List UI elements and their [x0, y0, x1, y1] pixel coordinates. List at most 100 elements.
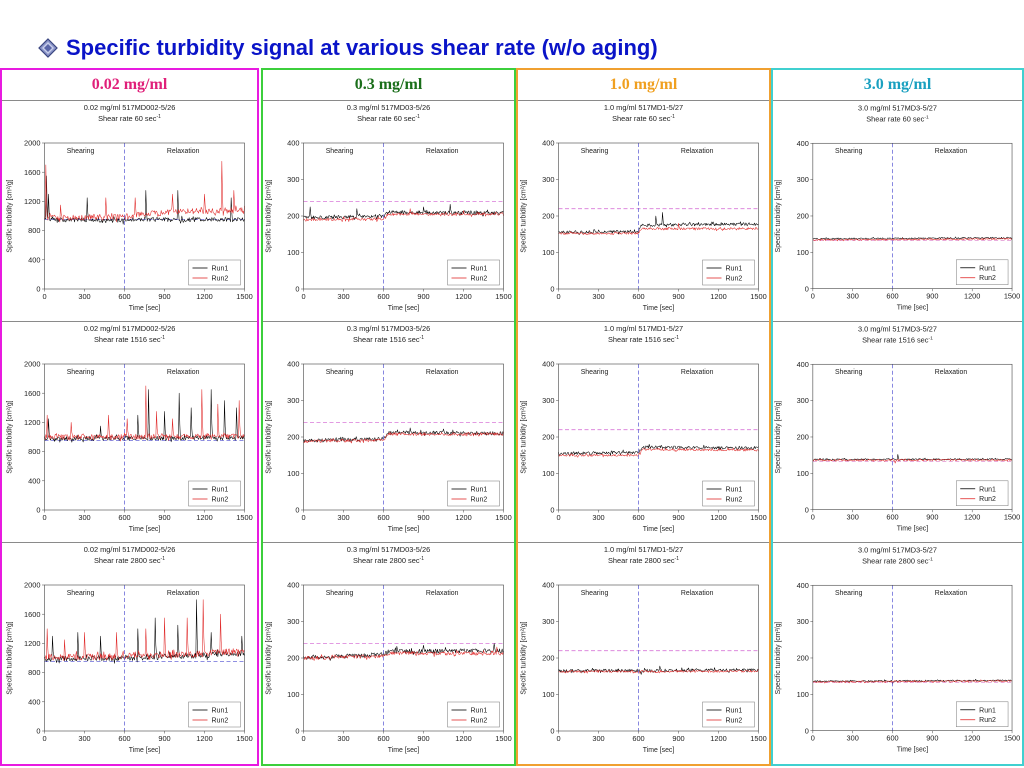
- x-tick-label: 0: [301, 734, 305, 743]
- shear-rate-exponent: -1: [928, 556, 933, 562]
- series-line-run1: [558, 665, 759, 675]
- legend-label-run1: Run1: [212, 708, 229, 715]
- phase-label-relaxation: Relaxation: [681, 590, 714, 597]
- x-tick-label: 600: [377, 292, 389, 301]
- x-tick-label: 0: [42, 734, 46, 743]
- legend-label-run1: Run1: [726, 487, 743, 494]
- chart-title-line1: 0.02 mg/ml 517MD002-5/26: [84, 545, 176, 554]
- chart-title-line1: 1.0 mg/ml 517MD1-5/27: [604, 545, 683, 554]
- y-tick-label: 0: [805, 505, 809, 514]
- column-header: 1.0 mg/ml: [609, 76, 678, 93]
- x-tick-label: 300: [337, 513, 349, 522]
- y-tick-label: 100: [542, 690, 554, 699]
- y-tick-label: 200: [542, 654, 554, 663]
- legend-box: [702, 701, 755, 728]
- phase-label-relaxation: Relaxation: [681, 148, 714, 155]
- x-axis-label: Time [sec]: [388, 526, 420, 533]
- x-axis-label: Time [sec]: [129, 526, 161, 533]
- legend-label-run2: Run2: [726, 497, 743, 504]
- series-line-run1: [303, 204, 504, 221]
- legend-label-run2: Run2: [979, 496, 996, 503]
- x-tick-label: 0: [301, 513, 305, 522]
- y-tick-label: 200: [542, 433, 554, 442]
- shear-rate-text: Shear rate 60 sec: [357, 114, 416, 123]
- phase-label-shearing: Shearing: [581, 148, 609, 155]
- y-tick-label: 400: [542, 139, 554, 148]
- x-tick-label: 1500: [236, 513, 252, 522]
- chart-title-line2: Shear rate 60 sec-1: [98, 114, 161, 123]
- x-tick-label: 1200: [455, 513, 471, 522]
- y-tick-label: 400: [28, 255, 40, 264]
- x-tick-label: 600: [632, 513, 644, 522]
- legend-box: [188, 701, 241, 728]
- x-tick-label: 900: [158, 292, 170, 301]
- x-axis-label: Time [sec]: [643, 747, 675, 754]
- chart-panel: 0.3 mg/ml 517MD03-5/26 Shear rate 2800 se…: [263, 542, 514, 763]
- x-tick-label: 900: [417, 292, 429, 301]
- legend-box: [447, 480, 500, 507]
- phase-label-shearing: Shearing: [67, 590, 95, 597]
- series-line-run1: [558, 444, 759, 456]
- chart-title-line2: Shear rate 2800 sec-1: [353, 556, 424, 565]
- shear-rate-exponent: -1: [675, 556, 680, 562]
- shear-rate-exponent: -1: [675, 335, 680, 341]
- x-tick-label: 0: [811, 513, 815, 522]
- chart-panel: 3.0 mg/ml 517MD3-5/27 Shear rate 1516 sec…: [773, 321, 1022, 542]
- y-tick-label: 1600: [24, 389, 40, 398]
- y-axis-label: Specific turbidity [cm²/g]: [521, 179, 528, 252]
- chart-panel: 0.02 mg/ml 517MD002-5/26 Shear rate 2800 …: [2, 542, 257, 763]
- legend-box: [702, 480, 755, 507]
- column-header: 3.0 mg/ml: [863, 76, 932, 93]
- legend-box: [702, 259, 755, 286]
- shear-rate-exponent: -1: [156, 114, 161, 120]
- shear-rate-exponent: -1: [924, 114, 929, 120]
- shear-rate-exponent: -1: [928, 335, 933, 341]
- chart-title-line2: Shear rate 1516 sec-1: [94, 335, 165, 344]
- chart-panel: 1.0 mg/ml 517MD1-5/27 Shear rate 2800 sec…: [518, 542, 769, 763]
- y-tick-label: 100: [287, 469, 299, 478]
- y-tick-label: 1600: [24, 168, 40, 177]
- shear-rate-exponent: -1: [161, 556, 166, 562]
- x-tick-label: 1200: [710, 513, 726, 522]
- x-tick-label: 600: [118, 513, 130, 522]
- column-header: 0.02 mg/ml: [91, 76, 168, 93]
- phase-label-relaxation: Relaxation: [426, 148, 459, 155]
- y-tick-label: 200: [287, 212, 299, 221]
- legend-label-run2: Run2: [979, 717, 996, 724]
- y-tick-label: 100: [287, 690, 299, 699]
- y-tick-label: 200: [797, 433, 809, 442]
- x-tick-label: 900: [926, 513, 938, 522]
- turbidity-chart: 0.02 mg/ml 517MD002-5/26 Shear rate 60 se…: [7, 103, 253, 312]
- legend-label-run2: Run2: [471, 718, 488, 725]
- y-tick-label: 200: [797, 654, 809, 663]
- x-tick-label: 1200: [964, 734, 980, 743]
- series-line-run2: [558, 447, 759, 458]
- y-axis-label: Specific turbidity [cm²/g]: [775, 400, 782, 473]
- y-tick-label: 300: [287, 175, 299, 184]
- y-tick-label: 400: [542, 360, 554, 369]
- shear-rate-text: Shear rate 60 sec: [612, 114, 671, 123]
- legend-box: [956, 259, 1009, 285]
- turbidity-chart: 1.0 mg/ml 517MD1-5/27 Shear rate 1516 sec…: [521, 324, 767, 533]
- chart-panel: 1.0 mg/ml 517MD1-5/27 Shear rate 60 sec-1…: [518, 100, 769, 321]
- series-line-run1: [812, 236, 1013, 240]
- y-tick-label: 300: [542, 396, 554, 405]
- y-tick-label: 100: [797, 469, 809, 478]
- turbidity-chart: 0.3 mg/ml 517MD03-5/26 Shear rate 60 sec-…: [266, 103, 512, 312]
- phase-label-relaxation: Relaxation: [935, 148, 968, 155]
- phase-label-shearing: Shearing: [67, 148, 95, 155]
- x-tick-label: 300: [592, 292, 604, 301]
- y-axis-label: Specific turbidity [cm²/g]: [7, 400, 14, 473]
- x-axis-label: Time [sec]: [643, 305, 675, 312]
- legend-label-run2: Run2: [471, 497, 488, 504]
- shear-rate-exponent: -1: [420, 335, 425, 341]
- series-line-run2: [812, 679, 1013, 684]
- y-axis-label: Specific turbidity [cm²/g]: [7, 621, 14, 694]
- y-tick-label: 400: [542, 581, 554, 590]
- y-tick-label: 300: [287, 617, 299, 626]
- y-tick-label: 400: [287, 360, 299, 369]
- y-tick-label: 300: [797, 617, 809, 626]
- shear-rate-text: Shear rate 2800 sec: [94, 556, 161, 565]
- x-tick-label: 900: [158, 513, 170, 522]
- chart-title-line1: 0.3 mg/ml 517MD03-5/26: [347, 545, 430, 554]
